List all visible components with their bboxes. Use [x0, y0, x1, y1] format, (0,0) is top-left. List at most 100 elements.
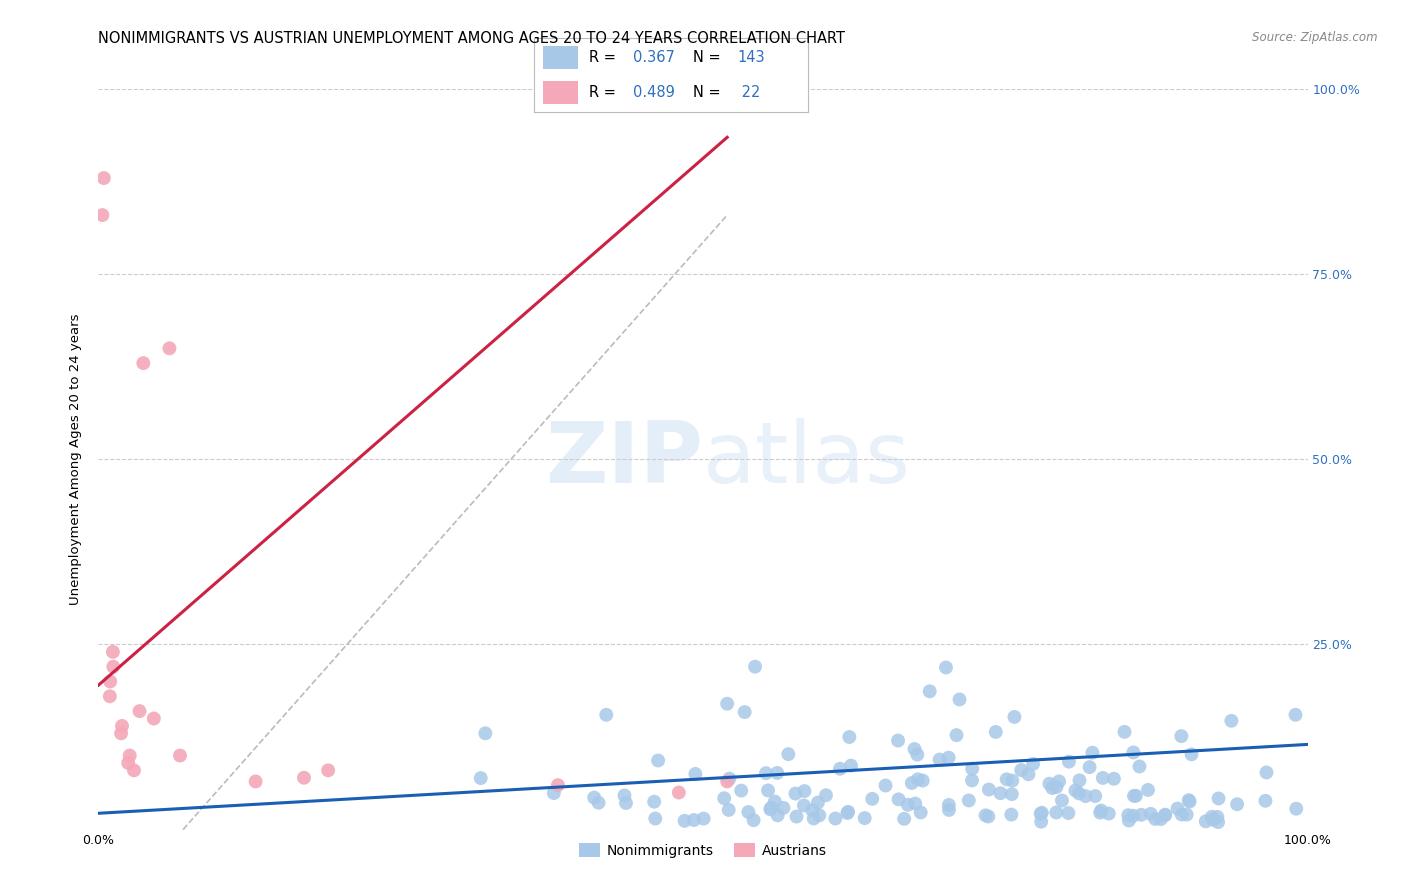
- Point: [1177, 793, 1199, 807]
- Point: [1167, 801, 1189, 815]
- Point: [977, 809, 1000, 823]
- Point: [1122, 746, 1144, 760]
- Point: [918, 684, 941, 698]
- Point: [1010, 763, 1032, 777]
- Point: [1125, 789, 1147, 803]
- Point: [1045, 805, 1067, 820]
- Point: [763, 795, 786, 809]
- Point: [742, 814, 765, 828]
- Point: [1206, 810, 1229, 824]
- Point: [1050, 793, 1073, 807]
- Point: [814, 789, 837, 803]
- Point: [1090, 804, 1112, 818]
- Point: [838, 730, 860, 744]
- Point: [685, 767, 707, 781]
- Point: [1057, 755, 1080, 769]
- Text: 0.367: 0.367: [633, 50, 675, 65]
- Point: [132, 356, 155, 370]
- Point: [643, 795, 665, 809]
- Point: [759, 802, 782, 816]
- Point: [904, 797, 927, 811]
- Point: [474, 726, 496, 740]
- Text: 143: 143: [737, 50, 765, 65]
- Point: [101, 645, 124, 659]
- Point: [673, 814, 696, 828]
- Point: [801, 803, 824, 817]
- Point: [803, 812, 825, 826]
- Point: [839, 758, 862, 772]
- Point: [755, 766, 778, 780]
- Point: [824, 812, 846, 826]
- Point: [1123, 789, 1146, 803]
- Point: [778, 747, 800, 761]
- Point: [1178, 795, 1201, 809]
- Point: [1000, 807, 1022, 822]
- Point: [169, 748, 191, 763]
- Point: [935, 660, 957, 674]
- Point: [245, 774, 267, 789]
- Point: [887, 792, 910, 806]
- Point: [716, 697, 738, 711]
- Point: [547, 778, 569, 792]
- Text: N =: N =: [693, 50, 725, 65]
- Point: [911, 773, 934, 788]
- Point: [713, 791, 735, 805]
- Point: [734, 705, 756, 719]
- Text: NONIMMIGRANTS VS AUSTRIAN UNEMPLOYMENT AMONG AGES 20 TO 24 YEARS CORRELATION CHA: NONIMMIGRANTS VS AUSTRIAN UNEMPLOYMENT A…: [98, 31, 845, 46]
- Point: [893, 812, 915, 826]
- Point: [98, 674, 121, 689]
- Point: [1017, 767, 1039, 781]
- Point: [647, 754, 669, 768]
- Point: [938, 803, 960, 817]
- Point: [1130, 807, 1153, 822]
- Point: [1031, 814, 1053, 829]
- Point: [910, 805, 932, 820]
- Point: [1206, 815, 1229, 830]
- FancyBboxPatch shape: [543, 45, 578, 69]
- Point: [807, 796, 830, 810]
- Point: [644, 812, 666, 826]
- Point: [588, 796, 610, 810]
- Point: [903, 742, 925, 756]
- Point: [837, 805, 859, 819]
- Point: [759, 801, 782, 815]
- Point: [595, 707, 617, 722]
- Point: [1002, 710, 1025, 724]
- Point: [1139, 806, 1161, 821]
- Point: [785, 787, 807, 801]
- Point: [1256, 765, 1278, 780]
- Point: [1067, 786, 1090, 800]
- Point: [142, 712, 165, 726]
- Point: [718, 772, 741, 786]
- Point: [1064, 783, 1087, 797]
- Point: [837, 806, 859, 821]
- Point: [1098, 806, 1121, 821]
- Point: [772, 801, 794, 815]
- Point: [860, 792, 883, 806]
- Point: [1150, 812, 1173, 826]
- Point: [1201, 810, 1223, 824]
- Point: [122, 764, 145, 778]
- Text: atlas: atlas: [703, 417, 911, 501]
- FancyBboxPatch shape: [543, 81, 578, 104]
- Point: [1057, 805, 1080, 820]
- Text: R =: R =: [589, 50, 620, 65]
- Point: [103, 659, 125, 673]
- Point: [1202, 813, 1225, 827]
- Text: N =: N =: [693, 85, 725, 100]
- Point: [1029, 806, 1052, 821]
- Point: [1220, 714, 1243, 728]
- Point: [756, 783, 779, 797]
- Point: [808, 808, 831, 822]
- Point: [1084, 789, 1107, 803]
- Point: [1122, 808, 1144, 822]
- Point: [905, 747, 928, 762]
- Point: [945, 728, 967, 742]
- Point: [907, 772, 929, 787]
- Point: [744, 659, 766, 673]
- Point: [977, 782, 1000, 797]
- Point: [1088, 805, 1111, 820]
- Point: [292, 771, 315, 785]
- Legend: Nonimmigrants, Austrians: Nonimmigrants, Austrians: [574, 838, 832, 863]
- Point: [1114, 724, 1136, 739]
